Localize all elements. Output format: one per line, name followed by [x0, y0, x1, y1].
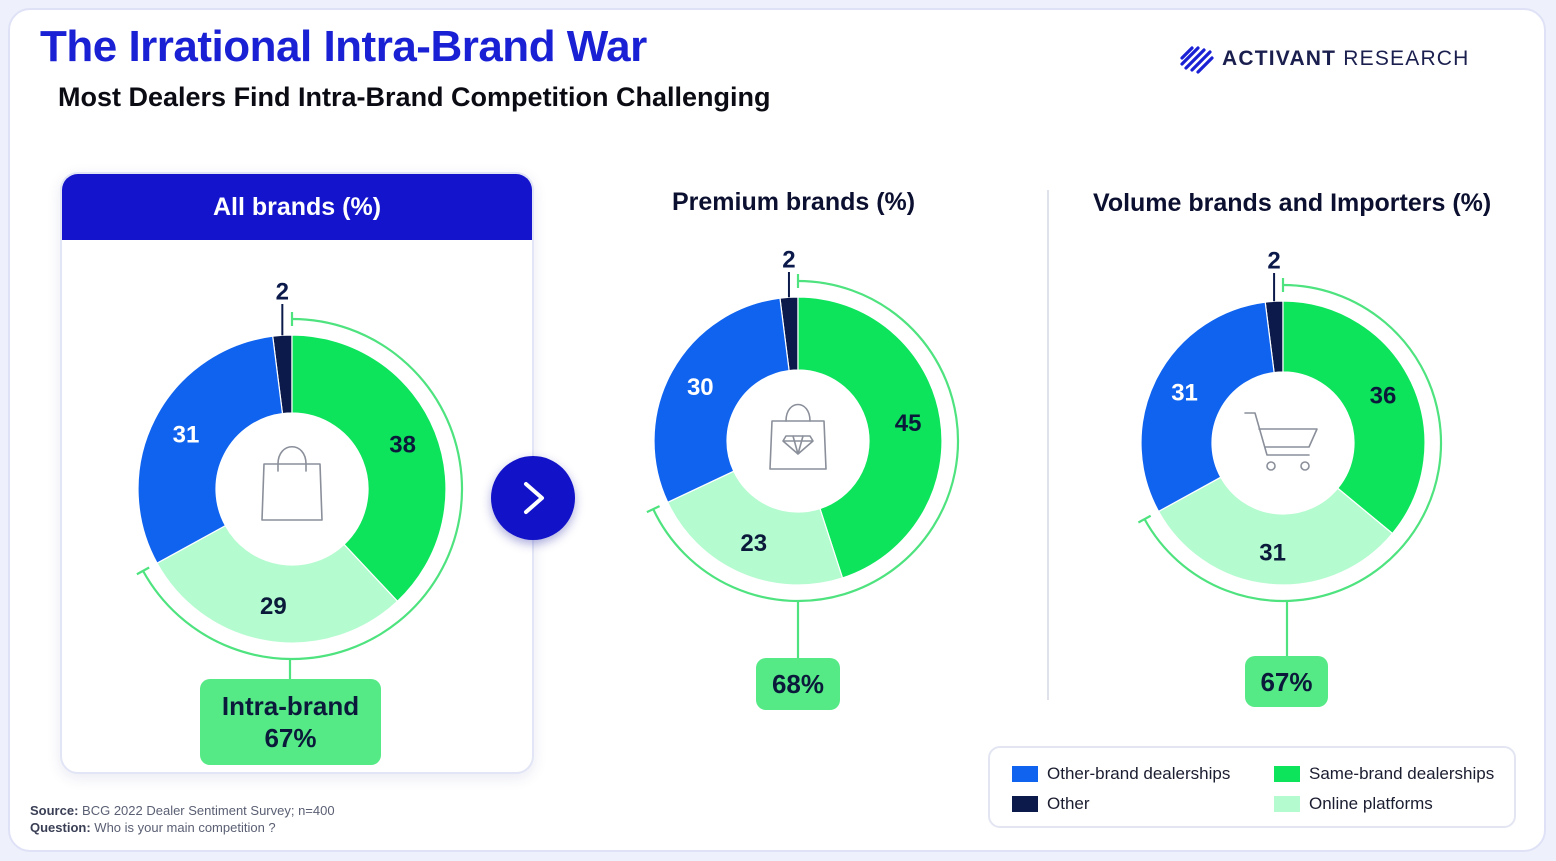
question-note: Question: Who is your main competition ? [30, 820, 276, 835]
panel-divider [1047, 190, 1049, 700]
all-brands-header: All brands (%) [62, 174, 532, 240]
volume-intra-value: 67% [1260, 666, 1313, 697]
value-label-other-brand-dealerships: 30 [687, 374, 714, 401]
legend-label-online: Online platforms [1309, 794, 1433, 813]
bracket-tick-end [1137, 514, 1152, 524]
slice-other-brand-dealerships [653, 297, 790, 504]
legend-swatch-other [1012, 796, 1038, 812]
intra-brand-bracket [142, 317, 464, 661]
bag-handle [277, 446, 307, 465]
logo-rest-text: RESEARCH [1343, 47, 1470, 70]
value-label-other: 2 [276, 279, 289, 306]
slice-online-platforms [1157, 476, 1394, 586]
bag-body [261, 463, 323, 521]
intra-brand-label: Intra-brand [221, 691, 360, 721]
slice-other-brand-dealerships [137, 335, 284, 565]
bracket-tick-end [646, 505, 661, 514]
intra-brand-bracket [1143, 283, 1443, 603]
legend-item-same-brand: Same-brand dealerships [1274, 764, 1494, 784]
logo-wordmark: ACTIVANT RESEARCH [1222, 47, 1470, 71]
chevron-right-icon [524, 482, 544, 514]
source-text: BCG 2022 Dealer Sentiment Survey; n=400 [82, 803, 335, 818]
source-note: Source: BCG 2022 Dealer Sentiment Survey… [30, 803, 335, 818]
question-label: Question: [30, 820, 91, 835]
source-label: Source: [30, 803, 79, 818]
intra-brand-bracket [652, 279, 960, 603]
value-label-other: 2 [782, 247, 795, 274]
page-subtitle: Most Dealers Find Intra-Brand Competitio… [58, 82, 771, 112]
logo-strong-text: ACTIVANT [1222, 47, 1337, 70]
page-title: The Irrational Intra-Brand War [40, 22, 647, 71]
volume-intra-callout: 67% [1245, 656, 1328, 707]
legend-swatch-same-brand [1274, 766, 1300, 782]
value-label-same-brand-dealerships: 36 [1370, 382, 1397, 409]
cart-wheel-left [1266, 461, 1276, 471]
legend-label-other-brand: Other-brand dealerships [1047, 764, 1231, 783]
cart-body [1244, 412, 1318, 456]
shopping-cart-icon [1244, 412, 1318, 471]
legend-label-other: Other [1047, 794, 1090, 813]
premium-intra-value: 68% [771, 669, 825, 699]
premium-brands-title: Premium brands (%) [672, 188, 916, 216]
activant-logo-icon [1180, 46, 1214, 74]
bag-handle [785, 403, 811, 422]
value-label-online-platforms: 23 [740, 530, 767, 557]
intra-brand-value: 67% [264, 723, 317, 753]
legend-item-other: Other [1012, 794, 1090, 814]
legend-item-other-brand: Other-brand dealerships [1012, 764, 1230, 784]
slice-online-platforms [666, 470, 844, 586]
donut-hole [1213, 373, 1353, 513]
slice-same-brand-dealerships [1282, 300, 1426, 535]
slice-same-brand-dealerships [797, 296, 943, 579]
legend-item-online: Online platforms [1274, 794, 1433, 814]
legend: Other-brand dealerships Same-brand deale… [988, 746, 1516, 828]
diamond-shape [782, 435, 814, 455]
value-label-online-platforms: 29 [260, 593, 287, 620]
slice-same-brand-dealerships [291, 334, 447, 603]
cart-wheel-right [1300, 461, 1310, 471]
next-arrow-button[interactable] [491, 456, 575, 540]
slice-other-brand-dealerships [1140, 301, 1275, 513]
legend-swatch-online [1274, 796, 1300, 812]
value-label-same-brand-dealerships: 45 [895, 410, 922, 437]
bag-handle-ends [277, 463, 307, 472]
intra-brand-callout: Intra-brand 67% [200, 679, 381, 765]
bracket-tick-end [136, 566, 150, 576]
bag-body [769, 420, 827, 470]
legend-label-same-brand: Same-brand dealerships [1309, 764, 1495, 783]
diamond-bag-icon [769, 403, 827, 470]
shopping-bag-icon [261, 446, 323, 521]
value-label-online-platforms: 31 [1259, 540, 1286, 567]
value-label-same-brand-dealerships: 38 [389, 432, 416, 459]
volume-brands-title: Volume brands and Importers (%) [1093, 189, 1492, 217]
value-label-other-brand-dealerships: 31 [173, 421, 200, 448]
value-label-other-brand-dealerships: 31 [1171, 379, 1198, 406]
activant-logo: ACTIVANT RESEARCH [1180, 44, 1470, 74]
legend-swatch-other-brand [1012, 766, 1038, 782]
question-text: Who is your main competition ? [94, 820, 276, 835]
value-label-other: 2 [1267, 248, 1280, 275]
slice-online-platforms [156, 524, 399, 644]
donut-hole [217, 414, 367, 564]
premium-intra-callout: 68% [756, 658, 840, 710]
